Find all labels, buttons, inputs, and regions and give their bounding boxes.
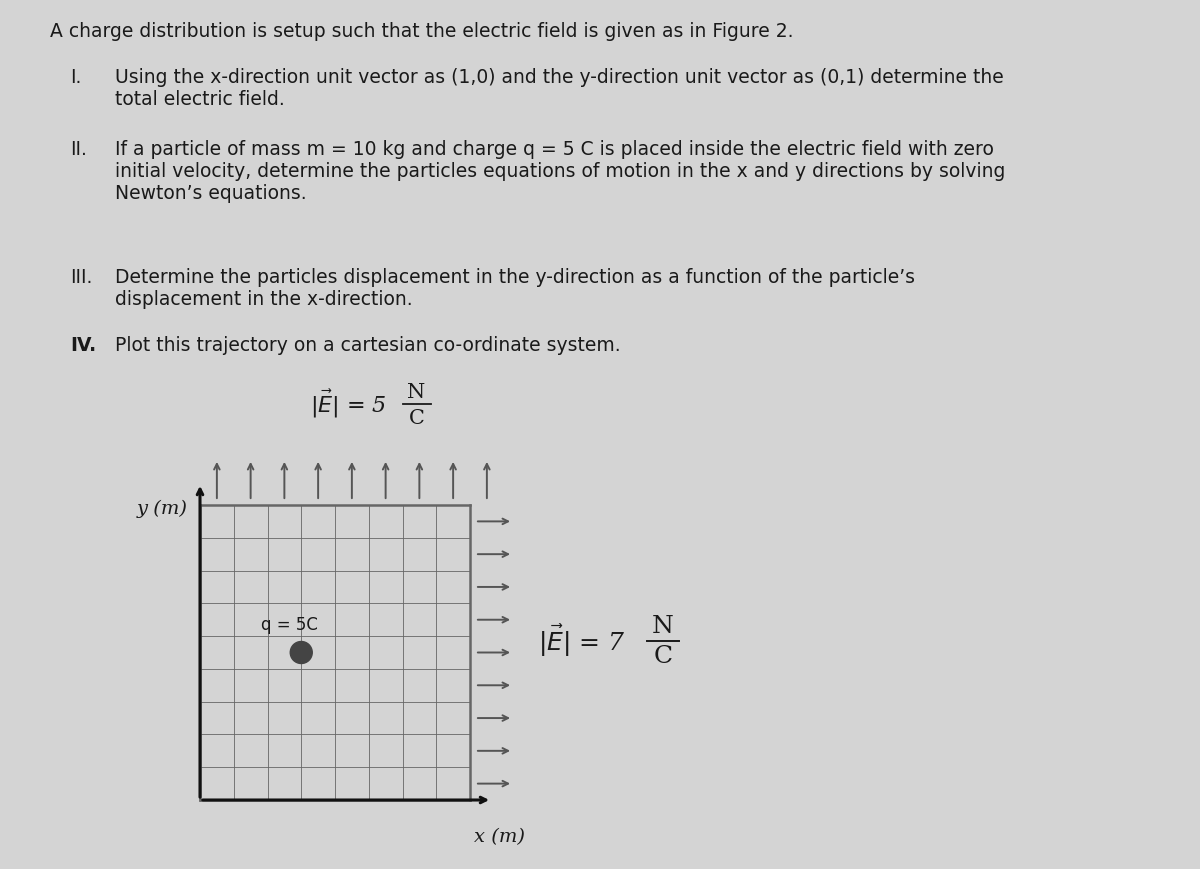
Text: x (m): x (m): [474, 828, 526, 846]
Circle shape: [290, 641, 312, 664]
Text: Plot this trajectory on a cartesian co-ordinate system.: Plot this trajectory on a cartesian co-o…: [115, 336, 620, 355]
Text: If a particle of mass m = 10 kg and charge q = 5 C is placed inside the electric: If a particle of mass m = 10 kg and char…: [115, 140, 1006, 203]
Text: N: N: [652, 615, 674, 638]
Text: $|\vec{E}|$ = 5: $|\vec{E}|$ = 5: [310, 388, 386, 420]
Text: y (m): y (m): [137, 500, 188, 518]
Text: N: N: [407, 382, 426, 401]
Text: I.: I.: [70, 68, 82, 87]
Text: Using the x-direction unit vector as (1,0) and the y-direction unit vector as (0: Using the x-direction unit vector as (1,…: [115, 68, 1003, 109]
Text: A charge distribution is setup such that the electric field is given as in Figur: A charge distribution is setup such that…: [50, 22, 793, 41]
Text: C: C: [654, 645, 672, 668]
Text: q = 5C: q = 5C: [260, 616, 318, 634]
Text: Determine the particles displacement in the y-direction as a function of the par: Determine the particles displacement in …: [115, 268, 916, 309]
Text: III.: III.: [70, 268, 92, 287]
Text: C: C: [408, 408, 425, 428]
Text: II.: II.: [70, 140, 86, 159]
Text: IV.: IV.: [70, 336, 96, 355]
Text: $|\vec{E}|$ = 7: $|\vec{E}|$ = 7: [538, 623, 625, 659]
